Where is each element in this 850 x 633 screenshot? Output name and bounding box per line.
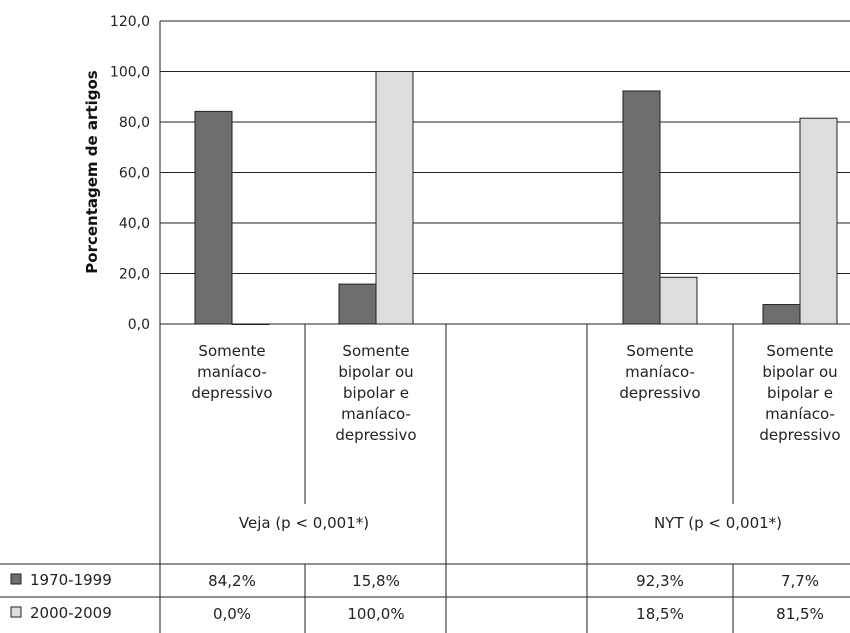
table-cell: 100,0% xyxy=(347,605,404,623)
legend-series-name: 2000-2009 xyxy=(30,604,112,622)
table-cell: 92,3% xyxy=(636,572,684,590)
y-tick-label: 60,0 xyxy=(119,166,150,182)
bar-2000-2009-0 xyxy=(231,323,270,325)
group-label-nyt: NYT (p < 0,001*) xyxy=(654,514,782,532)
bar-1970-1999-4 xyxy=(762,304,801,325)
y-tick-label: 0,0 xyxy=(128,317,150,333)
bar-2000-2009-3 xyxy=(659,276,698,325)
category-label: Somente maníaco-depressivo xyxy=(619,342,700,402)
y-tick-label: 20,0 xyxy=(119,267,150,283)
bar-1970-1999-1 xyxy=(338,283,377,325)
category-label: Somente bipolar ou bipolar e maníaco-depres… xyxy=(335,342,416,444)
legend-swatch xyxy=(10,606,22,618)
category-label: Somente bipolar ou bipolar e maníaco-depres… xyxy=(759,342,840,444)
table-cell: 84,2% xyxy=(208,572,256,590)
table-cell: 7,7% xyxy=(781,572,819,590)
bar-1970-1999-0 xyxy=(194,110,233,325)
bar-2000-2009-4 xyxy=(799,117,838,325)
legend-series-name: 1970-1999 xyxy=(30,571,112,589)
y-tick-label: 80,0 xyxy=(119,115,150,131)
bar-1970-1999-3 xyxy=(622,90,661,325)
data-table: 1970-1999 84,2% 15,8% 92,3% 7,7% 2000-2009 0,0… xyxy=(0,563,850,633)
category-label: Somente maníaco-depressivo xyxy=(191,342,272,402)
table-cell: 18,5% xyxy=(636,605,684,623)
y-tick-label: 100,0 xyxy=(110,65,150,81)
gridlines xyxy=(159,20,850,633)
table-cell: 0,0% xyxy=(213,605,251,623)
bars xyxy=(194,71,838,325)
table-cell: 81,5% xyxy=(776,605,824,623)
category-labels: Somente maníaco-depressivo Somente bipolar … xyxy=(191,342,840,444)
y-tick-labels: 0,0 20,0 40,0 60,0 80,0 100,0 120,0 xyxy=(110,14,150,333)
y-tick-label: 120,0 xyxy=(110,14,150,30)
y-axis-label: Porcentagem de artigos xyxy=(83,70,101,274)
y-tick-label: 40,0 xyxy=(119,216,150,232)
legend-swatch xyxy=(10,573,22,585)
group-label-veja: Veja (p < 0,001*) xyxy=(239,514,369,532)
table-cell: 15,8% xyxy=(352,572,400,590)
bar-2000-2009-1 xyxy=(375,71,414,325)
